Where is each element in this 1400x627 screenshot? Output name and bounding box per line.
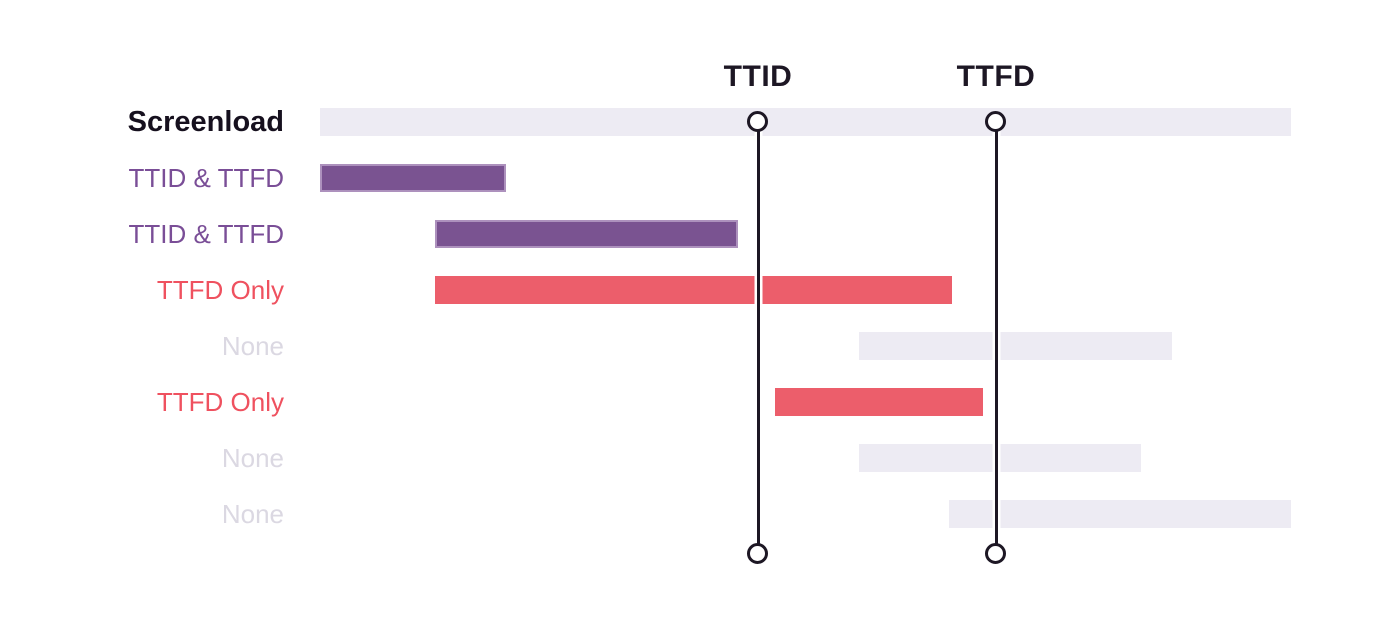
span-bar-6-track: [859, 444, 1141, 472]
ttfd-marker-line: [994, 122, 998, 554]
span-bar-4-track: [859, 332, 1172, 360]
span-bar-7-track: [949, 500, 1291, 528]
ttfd-marker-label: TTFD: [956, 60, 1036, 93]
span-bar-1-purple: [320, 164, 506, 192]
span-bar-5-red: [775, 388, 983, 416]
row-label-4: None: [221, 330, 284, 361]
span-bar-3-red: [435, 276, 952, 304]
ttid-top-circle: [747, 111, 768, 132]
span-bar-2-purple: [435, 220, 738, 248]
row-label-7: None: [221, 498, 284, 529]
row-label-0: Screenload: [127, 105, 284, 138]
row-label-1: TTID & TTFD: [128, 162, 284, 193]
ttfd-bottom-circle: [985, 543, 1006, 564]
row-label-3: TTFD Only: [156, 274, 284, 305]
span-bar-0-track: [320, 108, 1291, 136]
row-label-2: TTID & TTFD: [128, 218, 284, 249]
ttid-marker-label: TTID: [723, 60, 793, 93]
row-label-5: TTFD Only: [156, 386, 284, 417]
row-label-6: None: [221, 442, 284, 473]
ttid-marker-line: [756, 122, 760, 554]
ttid-bottom-circle: [747, 543, 768, 564]
ttfd-top-circle: [985, 111, 1006, 132]
